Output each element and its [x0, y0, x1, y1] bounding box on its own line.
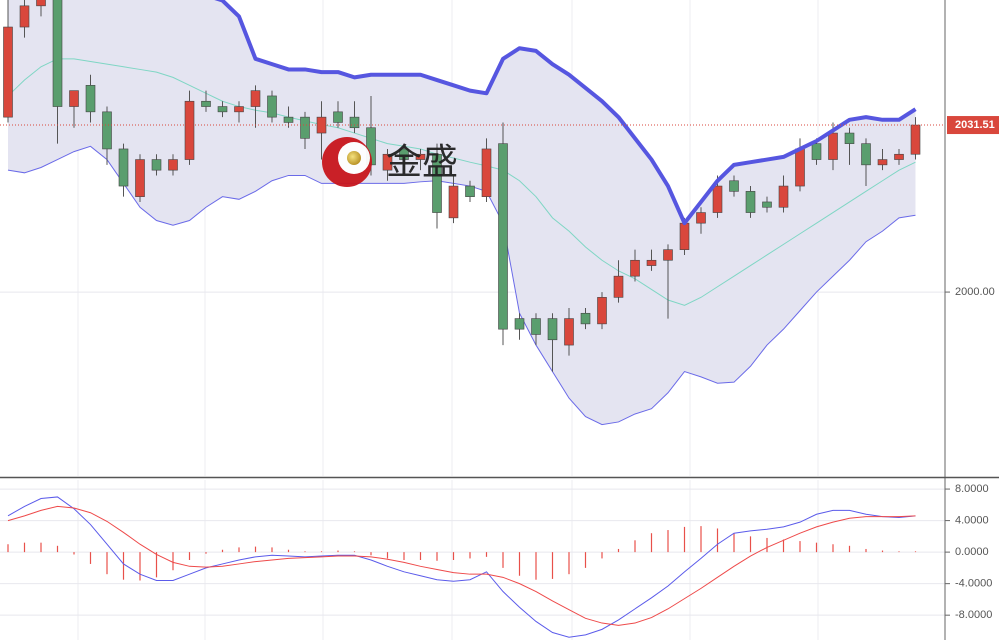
candle-body — [811, 143, 822, 160]
candle-body — [481, 148, 492, 197]
candle-body — [877, 159, 888, 166]
candle-body — [283, 116, 294, 123]
candle-body — [597, 297, 607, 325]
candle-body — [415, 153, 426, 160]
candle-body — [778, 185, 789, 208]
candle-body — [201, 100, 211, 107]
candle-body — [267, 95, 277, 118]
y-tick-label: 8.0000 — [955, 483, 989, 495]
candle-body — [547, 318, 558, 341]
candle-body — [432, 153, 442, 213]
y-tick-label: -8.0000 — [955, 609, 992, 621]
candle-body — [184, 100, 195, 160]
candle-body — [910, 124, 921, 155]
watermark: 金盛 — [322, 137, 458, 187]
candle-body — [630, 259, 640, 277]
candle-body — [712, 185, 723, 213]
candle-body — [250, 90, 261, 107]
candle-body — [580, 312, 591, 325]
band-area — [8, 0, 916, 425]
candle-body — [3, 26, 13, 118]
candle-body — [102, 111, 112, 150]
candle-body — [564, 318, 574, 346]
candle-body — [36, 0, 46, 7]
candle-body — [828, 132, 838, 160]
upper-band — [214, 0, 917, 226]
candle-body — [234, 106, 244, 113]
candle-body — [729, 180, 739, 192]
candle-body — [168, 159, 178, 171]
candle-body — [745, 191, 756, 213]
candle-body — [679, 222, 690, 250]
price-panel — [0, 0, 945, 476]
candle-body — [465, 185, 475, 197]
watermark-text: 金盛 — [386, 142, 458, 183]
lower-band — [7, 145, 916, 426]
candle-body — [399, 148, 409, 160]
y-tick-label: 0.0000 — [955, 546, 989, 558]
last-price-label: 2031.51 — [955, 119, 995, 131]
candle-body — [382, 153, 393, 171]
macd-line — [7, 505, 916, 626]
candle-body — [118, 148, 129, 187]
macd-line — [7, 496, 916, 638]
candle-body — [333, 111, 343, 123]
candle-body — [217, 106, 228, 113]
candle-body — [300, 116, 310, 139]
macd-panel — [0, 480, 945, 640]
candle-body — [696, 212, 706, 224]
y-tick-label: 4.0000 — [955, 514, 989, 526]
logo-coin — [347, 151, 361, 165]
candle-body — [514, 318, 525, 330]
candle-body — [861, 143, 871, 166]
middle-band — [7, 58, 916, 306]
last-price-box — [947, 116, 999, 135]
y-tick-label: 2000.00 — [955, 286, 995, 298]
candle-body — [19, 5, 30, 28]
candle-body — [894, 153, 904, 160]
candle-body — [531, 318, 541, 335]
candle-body — [762, 201, 772, 208]
candle-body — [663, 249, 673, 261]
candle-body — [448, 185, 459, 219]
candle-body — [795, 148, 805, 187]
candle-body — [69, 90, 79, 107]
y-tick-label: -4.0000 — [955, 578, 992, 590]
candle-body — [646, 259, 657, 266]
candle-body — [613, 275, 624, 298]
candle-body — [844, 132, 855, 144]
candle-body — [135, 159, 145, 197]
candle-body — [349, 116, 360, 129]
candle-body — [52, 0, 63, 107]
candle-body — [498, 143, 508, 330]
candle-body — [85, 85, 96, 113]
candle-body — [151, 159, 162, 171]
